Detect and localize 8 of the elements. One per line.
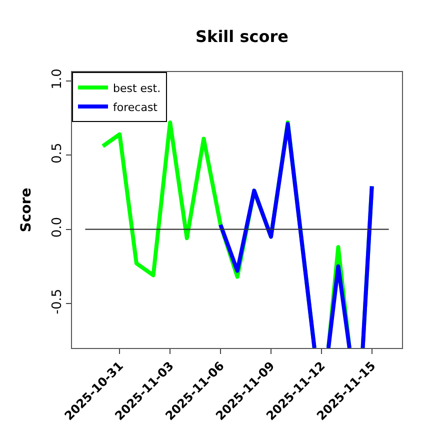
y-axis-title: Score — [18, 188, 34, 232]
y-tick-label: 1.0 — [50, 68, 65, 90]
y-tick-label: 0.5 — [50, 142, 65, 164]
legend-label: best est. — [113, 82, 161, 95]
y-tick-label: -0.5 — [50, 288, 65, 314]
y-tick-label: 0.0 — [50, 216, 65, 238]
chart-title: Skill score — [196, 27, 289, 46]
legend-label: forecast — [113, 100, 158, 114]
